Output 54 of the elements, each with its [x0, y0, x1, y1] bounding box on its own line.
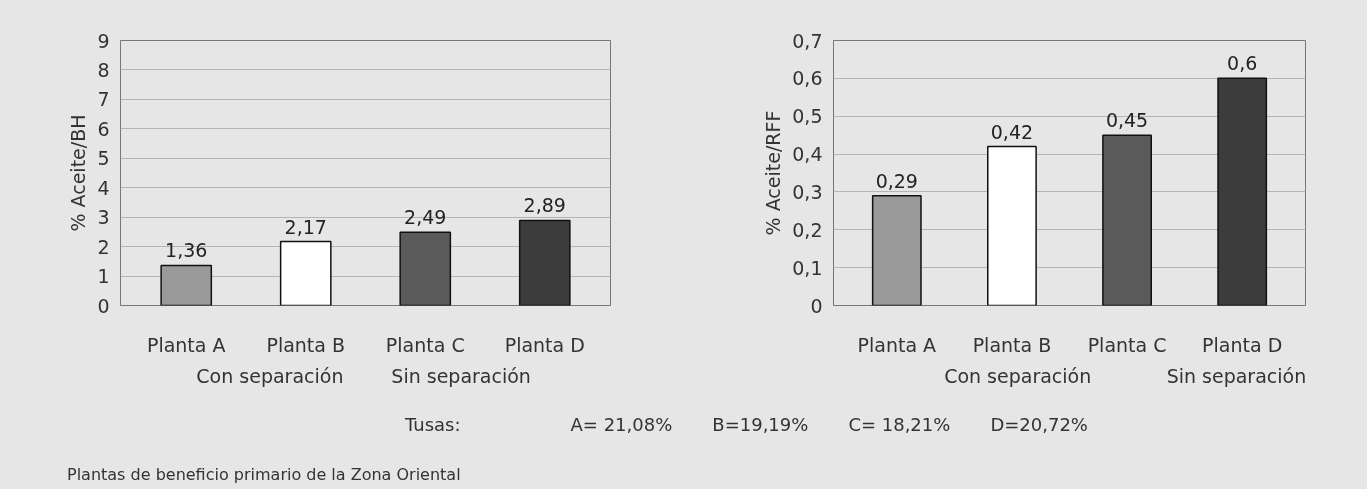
y-tick-label: 9: [97, 29, 110, 52]
data-label: 2,49: [404, 206, 447, 229]
bar: [1217, 77, 1268, 306]
bar: [279, 240, 332, 306]
text: A= 21,08%: [570, 413, 673, 437]
y-tick-label: 0,5: [792, 105, 823, 128]
data-label: 2,17: [284, 215, 327, 238]
text: Con separación: [196, 364, 344, 387]
x-tick-label: Planta D: [1202, 333, 1283, 356]
text: Tusas:: [405, 413, 461, 437]
text: C= 18,21%: [848, 413, 951, 437]
bar: [160, 264, 213, 306]
y-tick-label: 4: [97, 176, 110, 199]
text: Con separación: [944, 364, 1092, 387]
bar: [399, 231, 452, 306]
text: Plantas de beneficio primario de la Zona Oriental: [67, 464, 461, 486]
data-label: 2,89: [523, 194, 566, 217]
y-tick-label: 5: [97, 147, 110, 170]
y-tick-label: 2: [97, 235, 110, 258]
y-tick-label: 0,2: [792, 218, 823, 241]
bar: [871, 194, 922, 306]
y-axis-title: % Aceite/RFF: [762, 110, 785, 236]
text: B=19,19%: [712, 413, 809, 437]
x-tick-label: Planta C: [1087, 333, 1167, 356]
y-tick-label: 0: [97, 294, 110, 317]
data-label: 0,29: [875, 169, 918, 192]
bar: [518, 219, 571, 306]
x-tick-label: Planta B: [972, 333, 1052, 356]
x-tick-label: Planta D: [504, 333, 585, 356]
y-tick-label: 7: [97, 88, 110, 111]
bar: [987, 145, 1037, 306]
y-tick-label: 1: [97, 265, 110, 288]
data-label: 1,36: [165, 239, 208, 262]
x-tick-label: Planta A: [857, 333, 937, 356]
y-axis-title: % Aceite/BH: [67, 114, 90, 232]
y-tick-label: 0,6: [792, 67, 823, 90]
bar: [1102, 134, 1152, 306]
data-label: 0,6: [1227, 52, 1258, 75]
y-tick-label: 0,7: [792, 29, 823, 52]
y-tick-label: 0: [810, 294, 823, 317]
data-label: 0,45: [1105, 109, 1149, 132]
text: Sin separación: [391, 364, 531, 387]
x-tick-label: Planta A: [146, 333, 226, 356]
text: Sin separación: [1166, 364, 1307, 387]
y-tick-label: 6: [97, 117, 110, 140]
x-tick-label: Planta B: [266, 333, 346, 356]
x-tick-label: Planta C: [385, 333, 465, 356]
y-tick-label: 0,4: [792, 143, 823, 166]
data-label: 0,42: [990, 120, 1034, 143]
y-tick-label: 0,1: [792, 256, 823, 279]
y-tick-label: 3: [97, 206, 110, 229]
text: D=20,72%: [990, 413, 1088, 437]
y-tick-label: 0,3: [792, 180, 823, 203]
y-tick-label: 8: [97, 58, 110, 81]
